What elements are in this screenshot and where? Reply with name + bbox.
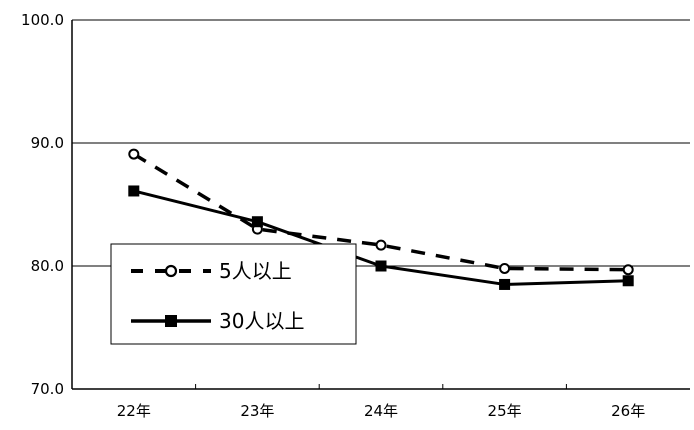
legend-box [110,243,357,345]
x-tick-label: 24年 [364,402,398,420]
x-tick-label: 22年 [117,402,151,420]
grid-layer [72,19,690,267]
data-point-series-1 [375,239,387,251]
y-tick-label: 100.0 [21,11,64,29]
legend: 5人以上 30人以上 [110,243,357,345]
legend-label-1: 5人以上 [219,259,292,283]
data-point-series-1 [128,148,140,160]
data-point-series-2 [251,216,263,228]
series-layer [128,148,634,290]
legend-label-2: 30人以上 [219,309,304,333]
legend-swatch-marker-2 [165,315,177,327]
data-point-series-1 [622,264,634,276]
y-tick-label: 70.0 [31,380,64,398]
data-point-series-2 [375,260,387,272]
x-tick-label: 26年 [611,402,645,420]
legend-swatch-marker-1 [164,264,178,278]
data-point-series-2 [622,275,634,287]
x-tick-label: 25年 [488,402,522,420]
x-tick-label: 23年 [240,402,274,420]
data-point-series-2 [128,185,140,197]
data-point-series-1 [499,262,511,274]
axis-layer: 70.0 80.0 90.0 100.0 22年 23年 24年 25年 26年 [21,11,690,420]
y-tick-label: 80.0 [31,257,64,275]
series-line-1 [132,152,629,272]
data-point-series-2 [499,278,511,290]
y-tick-label: 90.0 [31,134,64,152]
